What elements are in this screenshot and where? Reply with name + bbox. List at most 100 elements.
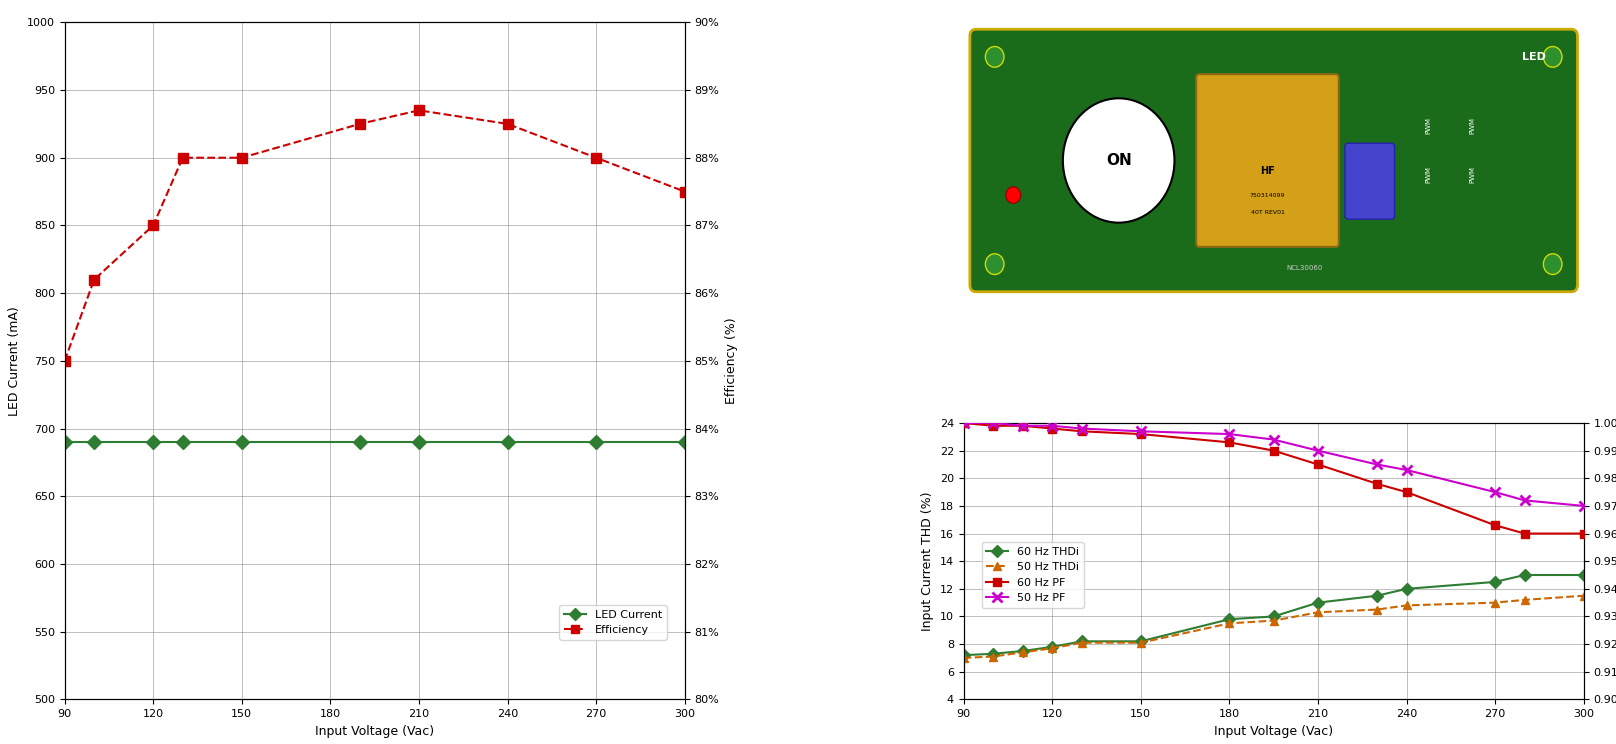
50 Hz PF [1042,421,1062,430]
60 Hz THDi [1013,647,1033,655]
50 Hz THDi [1309,608,1328,617]
50 Hz PF [1131,427,1151,436]
Efficiency [675,187,695,196]
60 Hz PF [1220,438,1239,447]
50 Hz PF [1264,435,1283,444]
60 Hz THDi [1367,591,1387,600]
50 Hz THDi [1485,598,1504,607]
50 Hz THDi [1264,616,1283,625]
60 Hz THDi [1071,637,1091,646]
60 Hz PF [1367,479,1387,488]
60 Hz PF [1042,424,1062,433]
LED Current [233,437,252,446]
LED Current [587,437,606,446]
LED Current [675,437,695,446]
Text: NCL30060: NCL30060 [1286,265,1324,271]
50 Hz PF [1013,421,1033,430]
FancyBboxPatch shape [1196,74,1338,247]
60 Hz PF [1485,521,1504,530]
LED Current [55,437,74,446]
Line: Efficiency: Efficiency [60,106,690,366]
Circle shape [1543,46,1563,67]
Efficiency [587,153,606,162]
60 Hz PF [953,419,973,428]
60 Hz THDi [1514,571,1534,580]
50 Hz THDi [1367,605,1387,614]
Line: 50 Hz PF: 50 Hz PF [958,418,1589,511]
50 Hz PF [1071,424,1091,433]
LED Current [173,437,192,446]
60 Hz THDi [1220,615,1239,623]
Text: ON: ON [1105,153,1131,168]
50 Hz PF [1367,460,1387,469]
Text: LED: LED [1522,52,1547,62]
50 Hz PF [1309,446,1328,455]
Text: HF: HF [1260,166,1275,176]
LED Current [84,437,103,446]
60 Hz THDi [1574,571,1593,580]
50 Hz THDi [1396,601,1416,610]
60 Hz THDi [1396,584,1416,593]
60 Hz PF [1574,529,1593,538]
Line: 60 Hz THDi: 60 Hz THDi [960,571,1589,659]
Efficiency [84,275,103,284]
50 Hz THDi [1131,638,1151,647]
LED Current [409,437,428,446]
Line: LED Current: LED Current [60,437,690,447]
50 Hz THDi [1013,648,1033,657]
FancyBboxPatch shape [1345,143,1395,219]
Y-axis label: LED Current (mA): LED Current (mA) [8,306,21,416]
60 Hz PF [984,421,1004,430]
60 Hz PF [1013,421,1033,430]
50 Hz PF [953,419,973,428]
Text: 40T REV01: 40T REV01 [1251,210,1285,215]
Efficiency [173,153,192,162]
Legend: 60 Hz THDi, 50 Hz THDi, 60 Hz PF, 50 Hz PF: 60 Hz THDi, 50 Hz THDi, 60 Hz PF, 50 Hz … [981,542,1084,608]
50 Hz PF [1514,496,1534,505]
Y-axis label: Input Current THD (%): Input Current THD (%) [921,492,934,631]
Y-axis label: Efficiency (%): Efficiency (%) [726,318,739,404]
60 Hz THDi [984,650,1004,658]
Legend: LED Current, Efficiency: LED Current, Efficiency [559,605,667,640]
50 Hz PF [984,419,1004,428]
Text: PWM: PWM [1425,166,1432,183]
Circle shape [1005,187,1021,203]
Efficiency [233,153,252,162]
60 Hz PF [1514,529,1534,538]
50 Hz THDi [953,653,973,662]
Circle shape [986,254,1004,275]
60 Hz THDi [1485,577,1504,586]
60 Hz THDi [1131,637,1151,646]
50 Hz THDi [1574,591,1593,600]
50 Hz PF [1485,487,1504,496]
50 Hz THDi [1042,644,1062,652]
50 Hz PF [1574,501,1593,510]
LED Current [144,437,163,446]
50 Hz PF [1220,429,1239,438]
X-axis label: Input Voltage (Vac): Input Voltage (Vac) [315,725,435,737]
50 Hz THDi [984,652,1004,661]
Text: 750314099: 750314099 [1249,193,1285,198]
Line: 50 Hz THDi: 50 Hz THDi [960,591,1589,662]
Text: PWM: PWM [1425,118,1432,135]
Circle shape [1543,254,1563,275]
Circle shape [986,46,1004,67]
50 Hz PF [1396,466,1416,475]
60 Hz THDi [1042,642,1062,651]
Efficiency [351,120,370,129]
60 Hz PF [1309,460,1328,469]
60 Hz PF [1264,446,1283,455]
60 Hz PF [1131,429,1151,438]
60 Hz THDi [1309,598,1328,607]
Text: PWM: PWM [1469,166,1475,183]
60 Hz THDi [1264,612,1283,621]
Circle shape [1063,98,1175,222]
Efficiency [144,221,163,230]
Line: 60 Hz PF: 60 Hz PF [960,419,1589,538]
50 Hz THDi [1220,619,1239,628]
LED Current [351,437,370,446]
50 Hz THDi [1514,595,1534,604]
Efficiency [409,106,428,115]
LED Current [498,437,517,446]
FancyBboxPatch shape [970,29,1577,292]
